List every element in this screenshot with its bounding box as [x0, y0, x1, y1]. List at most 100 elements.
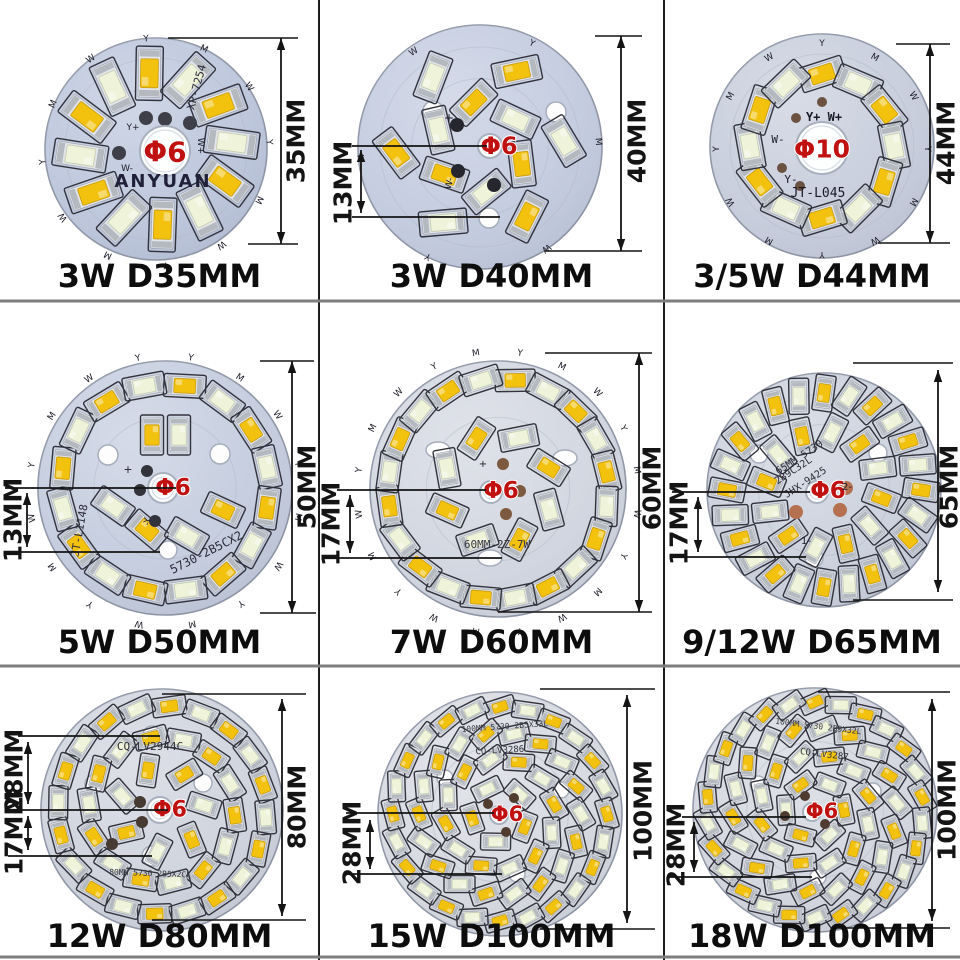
hole-diameter-label: Φ6	[810, 478, 846, 504]
solder-dot	[139, 111, 153, 125]
pcb-silkscreen-text: ANYUAN	[114, 171, 211, 192]
svg-text:M: M	[907, 196, 920, 208]
led-chip	[772, 905, 806, 925]
svg-text:M: M	[592, 138, 603, 146]
svg-text:13MM: 13MM	[0, 478, 28, 563]
led-chip	[594, 796, 620, 832]
solder-dot	[820, 819, 830, 829]
center-hole	[802, 802, 822, 822]
solder-dot	[839, 481, 853, 495]
led-chip	[496, 877, 532, 910]
led-chip	[524, 866, 557, 902]
mounting-hole	[193, 773, 213, 793]
led-chip	[459, 584, 503, 611]
led-chip	[102, 730, 139, 769]
svg-text:28MM: 28MM	[0, 729, 29, 814]
led-chip	[124, 508, 170, 552]
led-chip	[777, 713, 811, 749]
center-hole	[139, 125, 191, 177]
solder-dot	[795, 181, 805, 191]
svg-text:W: W	[354, 509, 365, 519]
led-chip	[579, 516, 613, 562]
led-chip	[425, 744, 451, 780]
svg-text:Y: Y	[354, 466, 365, 474]
led-chip	[479, 832, 512, 852]
svg-text:100MM: 100MM	[933, 759, 960, 861]
svg-text:28MM: 28MM	[662, 803, 691, 888]
pcb-silkscreen-text: +	[444, 111, 454, 125]
pcb-silkscreen-text: 1-	[801, 536, 811, 547]
cell-caption: 3W D40MM	[389, 257, 594, 295]
svg-text:17MM: 17MM	[0, 791, 29, 876]
led-chip	[444, 726, 475, 762]
led-chip	[880, 785, 914, 821]
led-chip	[875, 538, 911, 580]
led-chip	[438, 778, 458, 812]
led-chip	[455, 907, 489, 928]
pcb-silkscreen-text: CQ-LV3286	[475, 745, 524, 758]
pcb-silkscreen-text: Y+ W+	[806, 110, 842, 124]
svg-text:Y: Y	[922, 145, 932, 152]
led-chip	[470, 774, 505, 804]
led-chip	[199, 551, 247, 597]
led-chip	[450, 754, 480, 790]
pcb-silkscreen-text: W+	[195, 138, 205, 154]
led-chip	[860, 84, 909, 136]
pcb-silkscreen-text: W-	[444, 176, 457, 190]
led-chip	[767, 517, 809, 554]
led-chip	[750, 778, 774, 813]
led-chip	[739, 856, 775, 880]
svg-text:Y: Y	[516, 625, 524, 636]
svg-text:M: M	[198, 43, 209, 55]
led-chip	[525, 568, 571, 606]
led-chip	[856, 806, 880, 842]
led-chip	[837, 564, 861, 603]
hole-diameter-label: Φ6	[143, 136, 186, 169]
dimension-annotations: 28MM 100MM	[662, 691, 960, 929]
led-chip	[412, 50, 454, 105]
led-chip	[812, 818, 847, 852]
svg-text:M: M	[725, 91, 738, 103]
led-chip	[164, 727, 203, 753]
led-chip	[134, 45, 165, 102]
led-chip	[788, 416, 817, 457]
led-chip	[468, 880, 504, 907]
led-chip	[185, 851, 222, 890]
led-chip	[386, 769, 407, 803]
led-chip	[49, 445, 77, 491]
dimension-annotations: 44MM	[878, 43, 960, 244]
center-hole	[479, 480, 503, 504]
led-chip	[860, 482, 902, 515]
svg-text:Y: Y	[142, 34, 150, 45]
led-chip	[907, 779, 938, 815]
cell-caption: 5W D50MM	[57, 623, 262, 661]
cell-caption: 7W D60MM	[389, 623, 594, 661]
svg-text:Y: Y	[393, 585, 405, 597]
svg-text:M: M	[367, 550, 379, 561]
led-chip	[533, 487, 565, 532]
led-chip	[832, 793, 856, 827]
led-chip	[564, 824, 589, 860]
solder-dot	[817, 97, 827, 107]
led-chip	[165, 757, 204, 791]
led-chip	[381, 416, 419, 462]
led-chip	[723, 771, 749, 807]
pcb-silkscreen-text: -Y	[142, 517, 153, 527]
led-chip	[526, 447, 571, 488]
solder-dot	[183, 116, 197, 130]
svg-text:W: W	[631, 509, 642, 519]
cell-caption: 18W D100MM	[687, 917, 936, 955]
mounting-hole	[209, 443, 231, 465]
led-chip	[559, 872, 592, 908]
led-chip	[847, 859, 877, 895]
led-chip	[250, 443, 283, 491]
svg-text:W: W	[392, 386, 405, 399]
led-chip	[810, 567, 838, 607]
led-chip	[836, 757, 872, 785]
led-chip	[163, 516, 211, 556]
svg-text:Y: Y	[292, 459, 303, 468]
led-chip	[459, 801, 486, 836]
